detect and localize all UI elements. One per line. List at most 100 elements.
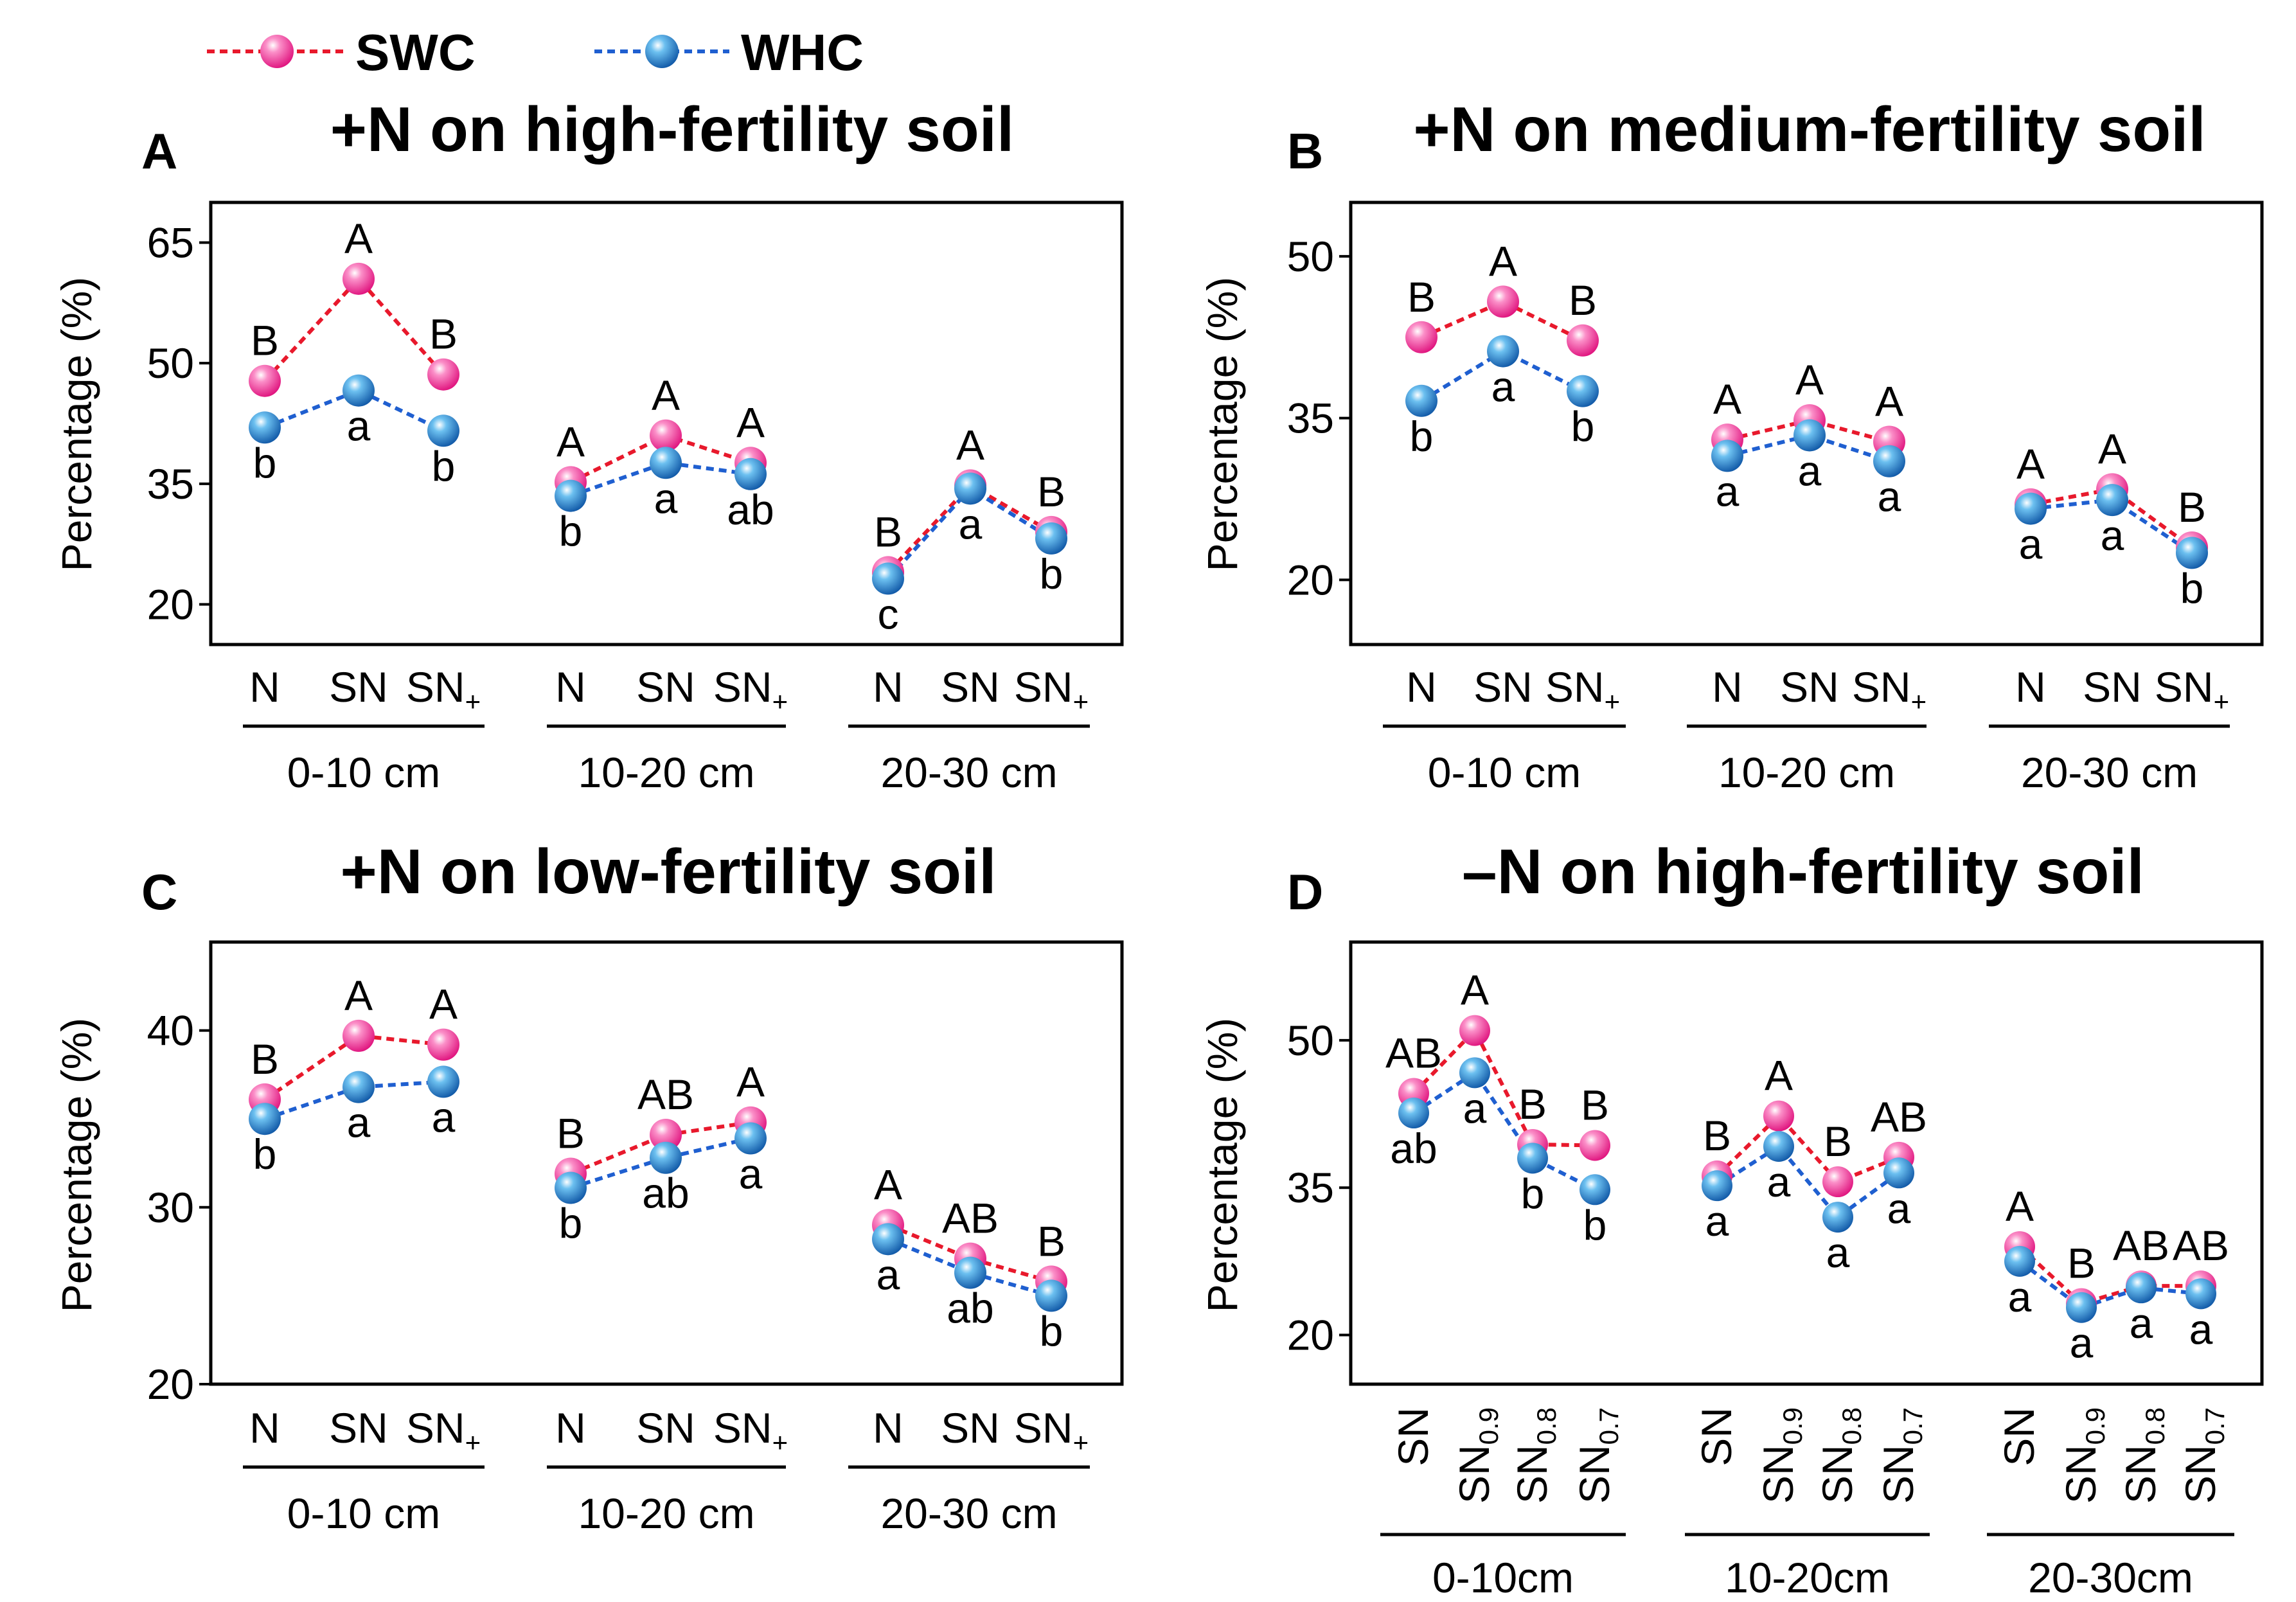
swc-data-point	[1763, 1100, 1794, 1132]
x-category-label: SN	[636, 663, 695, 711]
whc-data-point	[1580, 1174, 1610, 1206]
whc-data-point	[734, 458, 767, 490]
swc-significance-letter: AB	[637, 1071, 694, 1118]
swc-significance-letter: A	[556, 418, 585, 465]
whc-data-point	[427, 414, 459, 447]
swc-significance-letter: B	[251, 1035, 279, 1083]
x-category-label: SN+	[2155, 663, 2229, 716]
x-group-label: 20-30cm	[2028, 1554, 2193, 1601]
whc-significance-letter: a	[1767, 1158, 1791, 1206]
whc-data-point	[1873, 445, 1905, 477]
panel-title: +N on low-fertility soil	[341, 836, 997, 907]
y-tick-label: 50	[147, 339, 194, 387]
whc-data-point	[1822, 1202, 1853, 1233]
swc-data-point	[1580, 1130, 1610, 1161]
x-group-label: 10-20 cm	[1718, 749, 1895, 796]
swc-significance-letter: A	[1461, 966, 1489, 1014]
panel-letter: C	[141, 864, 177, 920]
whc-significance-letter: ab	[642, 1170, 689, 1217]
y-tick-label: 35	[1287, 395, 1334, 442]
whc-significance-letter: b	[1521, 1170, 1545, 1217]
swc-significance-letter: B	[1037, 1217, 1065, 1265]
whc-significance-letter: b	[1040, 1307, 1063, 1355]
plot-frame	[209, 200, 1124, 646]
whc-series-line	[264, 1080, 444, 1121]
y-tick-label: 20	[147, 1360, 194, 1408]
x-category-label: SN	[1693, 1407, 1740, 1466]
swc-significance-letter: A	[344, 972, 373, 1019]
swc-significance-letter: A	[1795, 356, 1824, 404]
x-group-label: 0-10 cm	[1428, 749, 1581, 796]
panel-letter: B	[1287, 123, 1323, 179]
x-category-label: N	[1406, 663, 1437, 711]
x-group-label: 10-20 cm	[578, 749, 754, 796]
swc-significance-letter: AB	[2173, 1222, 2229, 1269]
swc-significance-letter: B	[1703, 1112, 1731, 1159]
x-group-label: 20-30 cm	[880, 1490, 1057, 1537]
whc-significance-letter: a	[347, 402, 371, 450]
swc-series-line	[1420, 299, 1584, 343]
x-category-label: SN0.8	[1508, 1407, 1562, 1504]
whc-data-point	[1702, 1170, 1732, 1202]
x-category-label: N	[873, 663, 903, 711]
swc-significance-letter: B	[251, 317, 279, 364]
whc-significance-letter: b	[1571, 403, 1595, 450]
y-axis-label: Percentage (%)	[53, 277, 100, 572]
swc-series-line	[263, 276, 445, 382]
whc-significance-letter: b	[253, 1130, 277, 1178]
whc-significance-letter: c	[878, 590, 899, 637]
swc-significance-letter: AB	[1871, 1093, 1927, 1141]
panel-letter: A	[141, 123, 177, 179]
whc-data-point	[954, 472, 986, 505]
swc-significance-letter: A	[1765, 1052, 1793, 1099]
swc-significance-letter: B	[1569, 276, 1597, 324]
whc-data-point	[650, 447, 682, 479]
swc-data-point	[1459, 1015, 1490, 1046]
x-category-label: SN0.7	[2176, 1407, 2230, 1504]
whc-significance-letter: a	[2070, 1319, 2094, 1367]
swc-data-point	[427, 358, 459, 391]
y-tick-label: 30	[147, 1184, 194, 1231]
y-axis-label: Percentage (%)	[53, 1018, 100, 1313]
swc-data-point	[650, 1118, 682, 1151]
whc-significance-letter: a	[1878, 473, 1901, 521]
x-category-label: SN	[1473, 663, 1533, 711]
whc-significance-letter: ab	[727, 486, 774, 533]
x-category-label: SN+	[713, 663, 788, 716]
whc-data-point	[872, 562, 904, 595]
y-tick-label: 65	[147, 219, 194, 267]
swc-data-point	[650, 419, 682, 452]
whc-significance-letter: a	[2019, 521, 2043, 568]
swc-significance-letter: A	[2006, 1182, 2034, 1230]
whc-significance-letter: b	[1410, 413, 1434, 460]
swc-significance-letter: B	[1581, 1081, 1609, 1128]
whc-significance-letter: a	[1463, 1084, 1487, 1132]
swc-significance-letter: A	[2016, 440, 2045, 488]
x-category-label: N	[1712, 663, 1743, 711]
swc-data-point	[427, 1028, 459, 1061]
swc-series-line	[569, 1120, 751, 1176]
swc-significance-letter: A	[874, 1161, 902, 1208]
swc-data-point	[343, 1019, 375, 1052]
whc-series-line	[2018, 1259, 2202, 1310]
panel-b: B +N on medium-fertility soil Percentage…	[1198, 94, 2264, 796]
swc-significance-letter: B	[874, 508, 902, 555]
swc-significance-letter: A	[736, 1058, 765, 1106]
whc-significance-letter: a	[1887, 1184, 1911, 1232]
x-category-label: SN+	[1852, 663, 1927, 716]
y-tick-label: 35	[147, 460, 194, 508]
whc-data-point	[734, 1122, 767, 1155]
whc-data-point	[2185, 1278, 2216, 1310]
x-category-label: SN0.9	[1754, 1407, 1808, 1504]
y-tick-label: 20	[1287, 1312, 1334, 1359]
x-category-label: SN0.7	[1571, 1407, 1624, 1504]
whc-significance-letter: a	[432, 1093, 456, 1141]
swc-significance-letter: A	[736, 398, 765, 446]
panel-title: +N on medium-fertility soil	[1413, 94, 2205, 165]
whc-data-point	[2126, 1272, 2157, 1304]
whc-significance-letter: a	[2130, 1299, 2153, 1347]
whc-data-point	[555, 479, 587, 512]
